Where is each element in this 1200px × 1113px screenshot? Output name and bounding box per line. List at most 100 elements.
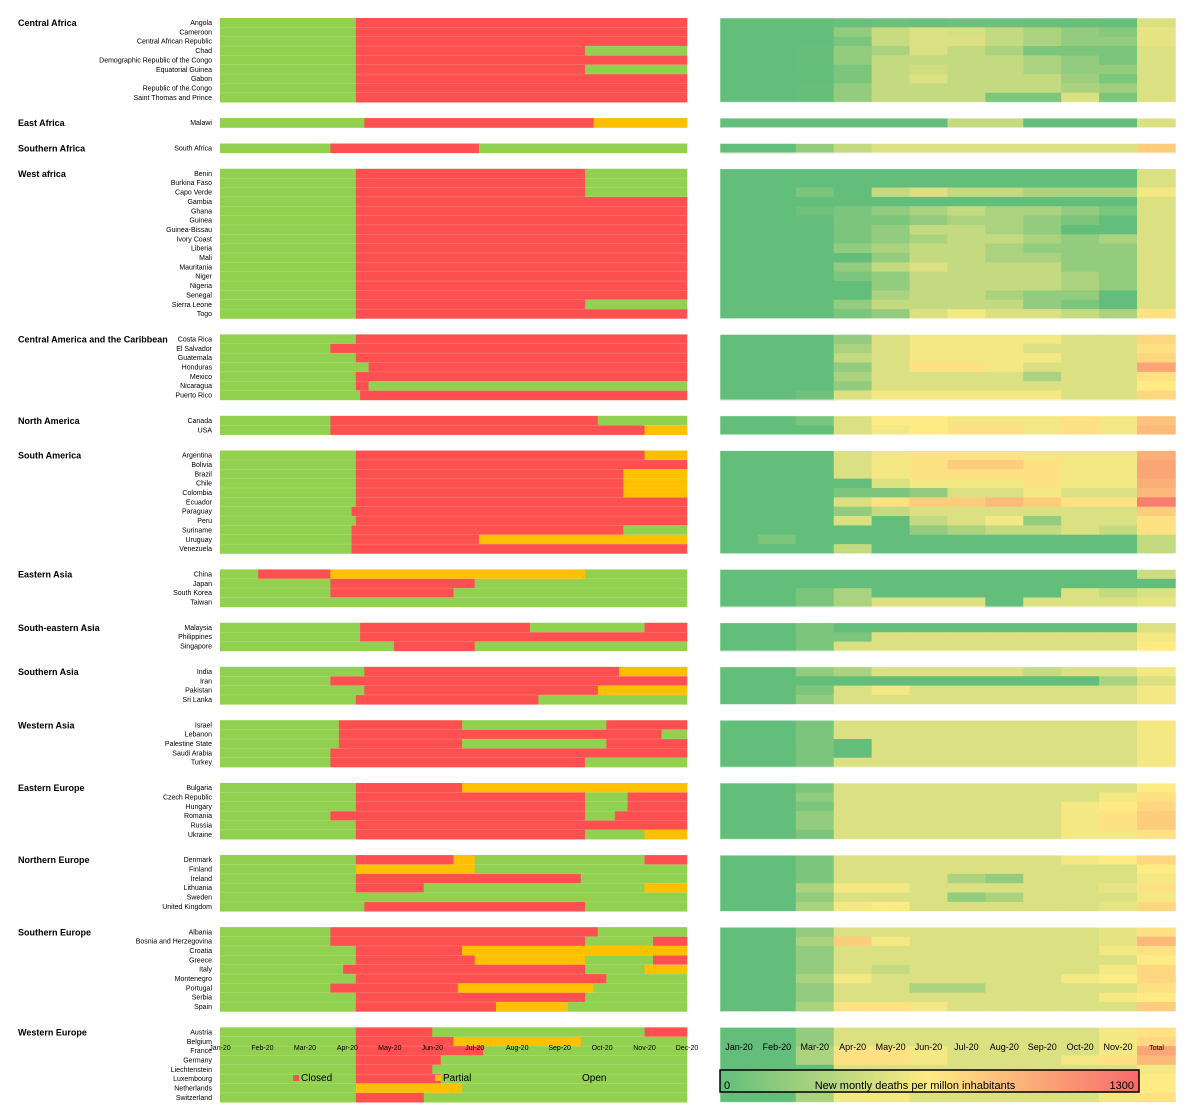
timeline-segment-nicaragua <box>355 381 369 391</box>
heat-cell-demographic-republic-of-the-congo <box>1099 55 1138 66</box>
heat-cell-usa <box>909 425 948 435</box>
heat-total-romania <box>1137 811 1176 821</box>
heat-total-luxembourg <box>1137 1074 1176 1084</box>
region-label-southern-asia: Southern Asia <box>18 667 80 677</box>
heat-cell-peru <box>985 516 1024 526</box>
heat-cell-cameroon <box>1099 27 1138 38</box>
timeline-segment-bosnia-and-herzegovina <box>585 936 654 947</box>
heat-cell-lebanon <box>1099 729 1138 740</box>
timeline-segment-uruguay <box>478 534 688 545</box>
country-label-serbia: Serbia <box>192 995 212 1002</box>
timeline-segment-south-korea <box>330 588 454 598</box>
heat-cell-guatemala <box>1061 353 1100 363</box>
heat-cell-hungary <box>1061 801 1100 812</box>
heat-cell-palestine-state <box>1099 739 1138 749</box>
heat-cell-china <box>757 569 797 580</box>
heat-cell-lebanon <box>1061 729 1100 740</box>
timeline-segment-united-kingdom <box>585 901 688 912</box>
heat-cell-gabon <box>757 74 797 84</box>
heat-cell-israel <box>1061 720 1100 731</box>
heat-cell-demographic-republic-of-the-congo <box>757 55 797 66</box>
heat-cell-switzerland <box>909 1092 948 1103</box>
heat-cell-palestine-state <box>1061 739 1100 749</box>
heat-total-finland <box>1137 864 1176 875</box>
heat-total-greece <box>1137 955 1176 966</box>
heat-cell-suriname <box>833 525 873 536</box>
timeline-segment-ghana <box>220 206 357 216</box>
heat-cell-south-africa <box>757 143 797 154</box>
heat-cell-serbia <box>1023 992 1062 1003</box>
heat-cell-albania <box>833 927 873 937</box>
heat-cell-serbia <box>1099 992 1138 1003</box>
heat-cell-turkey <box>871 757 910 768</box>
heat-cell-venezuela <box>871 544 910 554</box>
heat-total-nicaragua <box>1137 381 1176 391</box>
heat-cell-bosnia-and-herzegovina <box>871 936 910 947</box>
heat-cell-bosnia-and-herzegovina <box>720 936 759 947</box>
heat-cell-ivory-coast <box>985 234 1024 245</box>
heat-cell-central-african-republic <box>757 36 797 47</box>
timeline-segment-greece <box>355 955 476 965</box>
region-label-central-america-and-the-caribbean: Central America and the Caribbean <box>18 334 168 344</box>
heat-cell-central-african-republic <box>985 36 1024 47</box>
timeline-segment-argentina <box>644 450 688 461</box>
heat-cell-lebanon <box>985 729 1024 740</box>
heat-cell-cameroon <box>985 27 1024 38</box>
timeline-tick-label: Jan-20 <box>209 1045 231 1052</box>
timeline-segment-portugal <box>220 983 331 993</box>
heat-cell-demographic-republic-of-the-congo <box>833 55 873 66</box>
heat-cell-spain <box>909 1002 948 1012</box>
heat-cell-honduras <box>720 362 759 373</box>
heat-cell-pakistan <box>833 685 873 696</box>
country-label-sierra-leone: Sierra Leone <box>172 302 212 309</box>
heat-total-burkina-faso <box>1137 178 1176 188</box>
heatmap-group-border <box>719 569 1177 608</box>
heat-cell-guinea <box>909 215 948 226</box>
heat-cell-portugal <box>720 983 759 994</box>
heat-cell-argentina <box>833 450 873 461</box>
heat-cell-denmark <box>1099 855 1138 865</box>
timeline-segment-spain <box>568 1002 688 1012</box>
region-label-southern-europe: Southern Europe <box>18 927 91 937</box>
country-label-romania: Romania <box>184 813 212 820</box>
country-label-taiwan: Taiwan <box>190 600 212 607</box>
heat-cell-lithuania <box>871 883 910 893</box>
heat-cell-chad <box>985 46 1024 56</box>
timeline-segment-republic-of-the-congo <box>355 83 688 94</box>
heat-cell-liberia <box>985 243 1024 254</box>
heat-cell-colombia <box>1099 488 1138 498</box>
heat-cell-russia <box>795 820 835 831</box>
heat-total-israel <box>1137 720 1176 731</box>
heat-cell-peru <box>795 516 835 526</box>
country-label-canada: Canada <box>187 418 212 425</box>
heat-cell-russia <box>757 820 797 831</box>
heat-total-guinea <box>1137 215 1176 226</box>
timeline-segment-denmark <box>474 855 645 865</box>
heat-cell-sierra-leone <box>1023 299 1062 310</box>
timeline-segment-hungary <box>627 801 688 812</box>
timeline-segment-el-salvador <box>330 343 688 354</box>
timeline-segment-spain <box>220 1002 357 1012</box>
heat-cell-france <box>833 1046 873 1056</box>
heat-cell-iran <box>909 676 948 686</box>
heat-cell-china <box>1023 569 1062 580</box>
heat-cell-nigeria <box>757 281 797 291</box>
heat-cell-germany <box>720 1055 759 1066</box>
heat-cell-canada <box>720 415 759 426</box>
heat-cell-china <box>1099 569 1138 580</box>
heat-cell-equatorial-guinea <box>985 64 1024 75</box>
heat-total-mauritania <box>1137 262 1176 273</box>
timeline-segment-singapore <box>220 641 395 652</box>
timeline-segment-sierra-leone <box>355 299 586 310</box>
timeline-segment-saint-thomas-and-prince <box>355 92 688 103</box>
heat-total-liberia <box>1137 243 1176 254</box>
heat-total-belgium <box>1137 1036 1176 1047</box>
heat-cell-costa-rica <box>871 334 910 345</box>
heat-cell-ivory-coast <box>1061 234 1100 245</box>
heat-cell-israel <box>1023 720 1062 731</box>
timeline-segment-sweden <box>220 892 688 903</box>
heat-total-ivory-coast <box>1137 234 1176 245</box>
timeline-segment-mexico <box>220 371 357 382</box>
timeline-segment-romania <box>220 811 331 821</box>
country-label-switzerland: Switzerland <box>176 1095 212 1102</box>
